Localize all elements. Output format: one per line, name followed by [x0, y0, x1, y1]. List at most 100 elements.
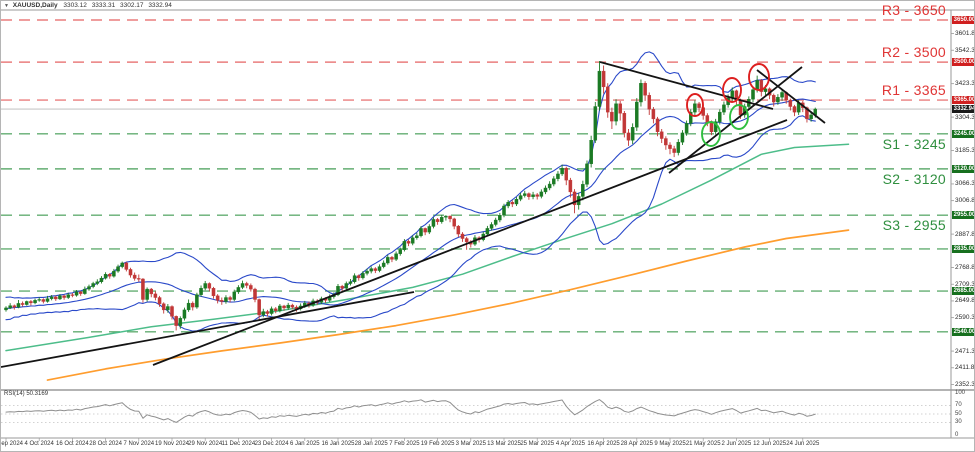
- candle: [390, 255, 394, 263]
- candle: [502, 203, 506, 218]
- candle: [58, 294, 62, 301]
- chart-title: ▼ XAUUSD,Daily 3303.12 3333.31 3302.17 3…: [4, 2, 175, 9]
- candle: [269, 306, 274, 316]
- symbol-label: XAUUSD,Daily: [12, 2, 58, 9]
- candle: [547, 181, 552, 191]
- resistance-label-r2[interactable]: R2 - 3500: [881, 44, 946, 61]
- price-badge: 3500.00: [952, 58, 975, 67]
- date-tick-label: 13 Mar 2025: [487, 441, 521, 447]
- candle: [157, 295, 162, 307]
- candles-layer: [4, 61, 818, 331]
- candle: [132, 272, 137, 281]
- price-badge: 3245.00: [952, 129, 975, 138]
- date-tick-label: 4 Apr 2025: [555, 441, 585, 447]
- candle: [45, 295, 50, 303]
- candle: [215, 294, 220, 304]
- candle: [514, 196, 519, 206]
- candle: [128, 267, 133, 278]
- candle: [99, 276, 104, 284]
- candle: [178, 316, 183, 329]
- candle: [614, 99, 618, 126]
- candle: [112, 268, 116, 278]
- candle: [610, 107, 614, 129]
- price-tick-label: 3304.35: [955, 113, 975, 121]
- chart-borders: [1, 9, 974, 439]
- candle: [16, 300, 21, 309]
- sr-level-lines: [1, 19, 951, 333]
- ascending-trendline-long-shallow[interactable]: [1, 291, 415, 368]
- price-tick-label: 2887.85: [955, 230, 975, 238]
- candle: [20, 301, 25, 307]
- candle: [149, 287, 153, 298]
- candle: [386, 255, 390, 265]
- date-tick-label: 23 Dec 2024: [254, 441, 289, 447]
- candle: [639, 79, 643, 107]
- candle: [552, 176, 556, 187]
- price-tick-label: 3185.35: [955, 147, 975, 155]
- red-annotation-circle[interactable]: [686, 93, 704, 117]
- candle: [120, 261, 124, 269]
- candle: [249, 283, 253, 292]
- red-annotation-circle[interactable]: [748, 63, 770, 91]
- date-tick-label: 16 Apr 2025: [587, 441, 620, 447]
- candle: [697, 102, 701, 113]
- candle: [153, 291, 158, 301]
- support-label-s2[interactable]: S2 - 3120: [882, 170, 946, 187]
- candle: [415, 232, 419, 240]
- candle: [593, 102, 598, 144]
- price-tick-label: 2590.35: [955, 314, 975, 322]
- support-label-s1[interactable]: S1 - 3245: [882, 135, 946, 152]
- candle: [626, 128, 631, 146]
- candle: [713, 118, 718, 135]
- candle: [788, 98, 793, 111]
- symbol-dropdown-icon[interactable]: ▼: [4, 3, 9, 9]
- date-tick-label: 28 Apr 2025: [620, 441, 653, 447]
- candle: [83, 286, 87, 295]
- rsi-scale-label: 0: [955, 431, 959, 438]
- candle: [456, 225, 461, 238]
- red-annotation-circle[interactable]: [722, 77, 742, 103]
- price-tick-label: 2352.35: [955, 381, 975, 388]
- green-annotation-circle[interactable]: [729, 104, 749, 130]
- candle: [693, 100, 697, 115]
- date-tick-label: 9 May 2025: [654, 441, 686, 447]
- rsi-scale-label: 100: [955, 389, 966, 396]
- candle: [87, 284, 91, 291]
- candle: [618, 100, 622, 121]
- price-badge: 3120.00: [952, 164, 975, 173]
- candle: [145, 287, 149, 302]
- candle: [651, 107, 656, 124]
- candle: [373, 267, 378, 274]
- candle: [734, 89, 739, 105]
- candle: [643, 81, 647, 101]
- candle: [365, 268, 369, 276]
- date-tick-label: 24 Jun 2025: [786, 441, 820, 447]
- candle: [680, 130, 685, 145]
- candle: [427, 224, 432, 235]
- ascending-trendline-major[interactable]: [152, 119, 788, 366]
- date-tick-label: 16 Oct 2024: [56, 441, 89, 447]
- candle: [352, 273, 357, 284]
- candle: [539, 189, 544, 199]
- support-label-s3[interactable]: S3 - 2955: [882, 217, 946, 234]
- ascending-trendline-steep[interactable]: [668, 66, 803, 174]
- resistance-label-r3[interactable]: R3 - 3650: [881, 2, 946, 18]
- candle: [174, 315, 178, 331]
- candle: [29, 300, 33, 306]
- annotation-circles: [686, 63, 770, 147]
- date-tick-label: 21 May 2025: [685, 441, 721, 447]
- candle: [601, 65, 606, 94]
- candle: [4, 306, 8, 312]
- candle: [498, 212, 502, 223]
- candle: [489, 222, 494, 231]
- descending-trendline-from-high[interactable]: [599, 61, 774, 110]
- candle: [589, 135, 593, 168]
- candle: [564, 166, 569, 186]
- date-tick-label: 19 Feb 2025: [420, 441, 455, 447]
- green-annotation-circle[interactable]: [701, 121, 721, 147]
- resistance-label-r1[interactable]: R1 - 3365: [881, 82, 946, 99]
- candle: [560, 164, 564, 176]
- candle: [195, 292, 199, 309]
